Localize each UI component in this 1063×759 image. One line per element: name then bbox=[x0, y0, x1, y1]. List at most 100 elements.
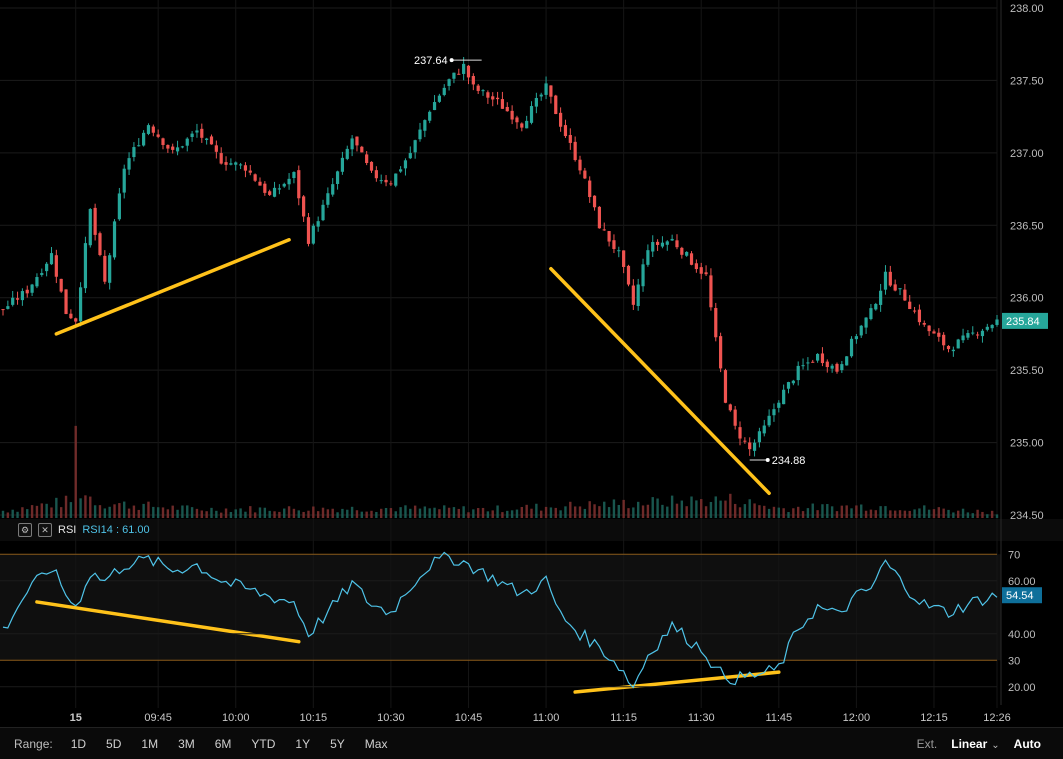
candle-body bbox=[515, 117, 519, 123]
candle-body bbox=[646, 250, 650, 265]
rsi-line bbox=[2, 551, 998, 689]
volume-bar bbox=[6, 512, 10, 518]
candle-body bbox=[592, 195, 597, 208]
volume-bar bbox=[472, 509, 475, 518]
volume-bar bbox=[719, 500, 722, 518]
range-3m-button[interactable]: 3M bbox=[178, 736, 195, 751]
volume-bar bbox=[346, 509, 349, 518]
volume-bar bbox=[370, 510, 373, 518]
volume-bar bbox=[957, 510, 960, 518]
candle-body bbox=[423, 120, 427, 131]
volume-bar bbox=[462, 506, 465, 518]
rsi-tick-label: 30 bbox=[1008, 655, 1020, 667]
volume-bar bbox=[845, 505, 848, 518]
candle-body bbox=[384, 179, 388, 183]
volume-bar bbox=[404, 505, 407, 518]
volume-bar bbox=[748, 499, 751, 518]
close-icon[interactable]: ✕ bbox=[38, 523, 52, 537]
volume-bar bbox=[627, 508, 630, 518]
auto-scale-button[interactable]: Auto bbox=[1013, 736, 1041, 751]
volume-bar bbox=[35, 505, 39, 518]
volume-bar bbox=[316, 511, 320, 518]
range-label: Range: bbox=[14, 736, 53, 751]
volume-bar bbox=[59, 507, 63, 518]
rsi-tick-label: 70 bbox=[1008, 549, 1020, 561]
volume-bar bbox=[355, 510, 359, 518]
candle-body bbox=[559, 112, 563, 127]
volume-bar bbox=[186, 505, 189, 518]
candle-body bbox=[917, 309, 922, 323]
candle-body bbox=[888, 271, 892, 286]
candle-body bbox=[801, 365, 805, 367]
volume-bar bbox=[365, 511, 368, 518]
volume-bar bbox=[273, 511, 276, 518]
candle-body bbox=[122, 168, 126, 193]
candle-body bbox=[117, 193, 121, 220]
volume-bar bbox=[467, 512, 470, 518]
volume-bar bbox=[898, 510, 902, 518]
candle-body bbox=[229, 163, 233, 165]
candle-body bbox=[127, 158, 131, 170]
candle-body bbox=[719, 336, 723, 369]
volume-bar bbox=[326, 509, 330, 518]
range-ytd-button[interactable]: YTD bbox=[251, 736, 276, 751]
candle-body bbox=[859, 325, 863, 336]
scale-select[interactable]: Linear ⌄ bbox=[951, 737, 999, 751]
volume-bar bbox=[874, 510, 877, 518]
time-tick-label: 10:00 bbox=[222, 712, 250, 724]
rsi-value-label: RSI14 : 61.00 bbox=[82, 524, 150, 536]
candle-body bbox=[11, 297, 15, 305]
volume-bar bbox=[535, 503, 538, 518]
candle-body bbox=[365, 154, 369, 163]
volume-bar bbox=[215, 510, 218, 518]
volume-bar bbox=[544, 506, 548, 518]
candle-body bbox=[311, 225, 315, 244]
candle-body bbox=[752, 442, 757, 451]
candle-body bbox=[942, 334, 946, 346]
candle-body bbox=[505, 106, 509, 112]
gear-icon[interactable]: ⚙ bbox=[18, 523, 32, 537]
ext-toggle[interactable]: Ext. bbox=[916, 736, 938, 751]
volume-bar bbox=[777, 507, 781, 518]
volume-bar bbox=[641, 505, 645, 518]
volume-bar bbox=[171, 505, 174, 518]
candle-body bbox=[738, 427, 742, 439]
volume-bar bbox=[515, 509, 519, 518]
candle-body bbox=[287, 178, 291, 185]
range-6m-button[interactable]: 6M bbox=[214, 736, 232, 751]
range-5y-button[interactable]: 5Y bbox=[330, 736, 345, 751]
candle-body bbox=[190, 133, 194, 138]
candle-body bbox=[491, 96, 495, 100]
candle-body bbox=[510, 110, 514, 120]
rsi-trendline-up bbox=[573, 670, 781, 694]
range-1y-button[interactable]: 1Y bbox=[295, 736, 311, 751]
candle-body bbox=[835, 363, 839, 372]
volume-bar bbox=[161, 507, 165, 518]
volume-bar bbox=[525, 504, 528, 518]
candle-body bbox=[466, 65, 471, 78]
price-trendline-up bbox=[54, 238, 291, 336]
volume-bar bbox=[593, 504, 596, 518]
volume-bar bbox=[801, 511, 805, 518]
candle-body bbox=[340, 157, 345, 172]
time-tick-label: 12:00 bbox=[843, 712, 871, 724]
candle-body bbox=[966, 333, 970, 338]
candle-body bbox=[854, 336, 858, 340]
volume-bar bbox=[889, 510, 892, 518]
volume-bar bbox=[636, 501, 640, 518]
last-price-label: 235.84 bbox=[1006, 316, 1040, 328]
candle-body bbox=[6, 306, 10, 309]
range-max-button[interactable]: Max bbox=[364, 736, 388, 751]
volume-bar bbox=[457, 508, 460, 518]
range-5d-button[interactable]: 5D bbox=[106, 736, 122, 751]
range-1m-button[interactable]: 1M bbox=[141, 736, 159, 751]
candle-body bbox=[990, 324, 994, 329]
candle-body bbox=[563, 125, 568, 137]
candle-body bbox=[685, 251, 689, 256]
candle-body bbox=[462, 63, 466, 74]
volume-bar bbox=[312, 506, 315, 518]
range-1d-button[interactable]: 1D bbox=[70, 736, 87, 751]
volume-bar bbox=[704, 506, 708, 518]
candle-body bbox=[263, 183, 267, 193]
